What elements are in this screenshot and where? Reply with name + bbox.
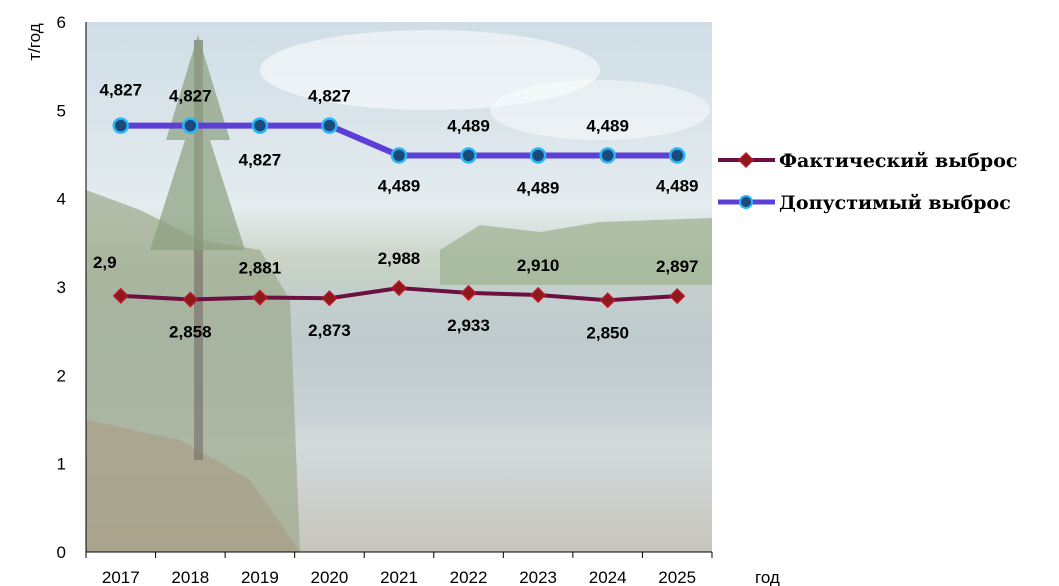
series-layer: [112, 117, 686, 309]
data-label-series-0: 2,910: [517, 256, 560, 275]
data-labels: 2,9 2,858 2,881 2,873 2,988 2,933 2,910 2,850 2,…: [93, 81, 699, 343]
series-0-point: [530, 286, 547, 304]
data-label-series-1: 4,489: [586, 116, 629, 135]
y-axis-title: т/год: [25, 23, 44, 60]
series-1-point: [182, 117, 199, 134]
series-0-point: [251, 289, 268, 306]
data-label-series-1: 4,489: [378, 176, 421, 195]
data-label-series-0: 2,9: [93, 253, 117, 272]
series-1-point: [321, 117, 338, 134]
x-tick-label: 2017: [102, 568, 140, 586]
data-label-series-0: 2,988: [378, 249, 421, 268]
data-label-series-0: 2,897: [656, 257, 699, 276]
series-1-point: [599, 147, 616, 164]
y-ticks: 0 1 2 3 4 5 6: [57, 13, 66, 562]
y-tick-label: 6: [57, 13, 66, 32]
y-tick-label: 1: [57, 455, 66, 474]
series-1-point: [529, 147, 547, 164]
y-tick-label: 2: [57, 366, 66, 385]
x-tick-label: 2022: [450, 568, 488, 586]
x-tick-label: 2023: [519, 568, 557, 586]
y-tick-label: 4: [57, 190, 66, 209]
x-ticks: 2017 2018 2019 2020 2021 2022 2023 2024 2025: [85, 552, 713, 586]
series-1-point: [112, 117, 130, 134]
series-1-point: [460, 147, 477, 164]
x-tick-label: 2020: [311, 568, 349, 586]
legend-marker-actual: [737, 151, 755, 169]
y-tick-label: 5: [57, 101, 66, 120]
data-label-series-1: 4,827: [239, 151, 282, 170]
x-tick-label: 2019: [241, 568, 279, 586]
data-label-series-1: 4,489: [656, 176, 699, 195]
series-1-point: [251, 117, 269, 134]
data-label-series-1: 4,489: [517, 178, 560, 197]
series-0-point: [112, 287, 129, 304]
y-tick-label: 3: [57, 278, 66, 297]
x-tick-label: 2018: [171, 568, 209, 586]
legend-label-actual: Фактический выброс: [779, 150, 1017, 172]
x-tick-label: 2025: [658, 568, 696, 586]
data-label-series-1: 4,827: [169, 87, 212, 106]
data-label-series-1: 4,489: [447, 116, 490, 135]
legend-entry-allowed: Допустимый выброс: [718, 192, 1011, 214]
series-0-point: [599, 292, 616, 309]
data-label-series-0: 2,858: [169, 323, 212, 342]
series-0-point: [390, 279, 408, 297]
legend-label-allowed: Допустимый выброс: [779, 192, 1011, 214]
background-photo: [86, 22, 712, 552]
series-0-point: [321, 290, 338, 307]
data-label-series-0: 2,933: [447, 316, 490, 335]
x-axis-title: год: [755, 568, 780, 586]
data-label-series-0: 2,881: [239, 259, 282, 278]
x-tick-label: 2024: [589, 568, 627, 586]
data-label-series-0: 2,873: [308, 321, 351, 340]
series-0-point: [182, 291, 199, 308]
legend: Фактический выброс Допустимый выброс: [718, 150, 1017, 214]
data-label-series-1: 4,827: [100, 81, 143, 100]
legend-entry-actual: Фактический выброс: [718, 150, 1017, 172]
x-tick-label: 2021: [380, 568, 418, 586]
series-1-point: [390, 147, 408, 164]
data-label-series-0: 2,850: [586, 323, 629, 342]
series-0-point: [669, 288, 686, 305]
data-label-series-1: 4,827: [308, 87, 351, 106]
legend-marker-allowed: [739, 195, 753, 209]
axes: [85, 22, 712, 553]
series-0-point: [460, 284, 477, 301]
series-1-point: [668, 147, 686, 164]
y-tick-label: 0: [57, 543, 66, 562]
